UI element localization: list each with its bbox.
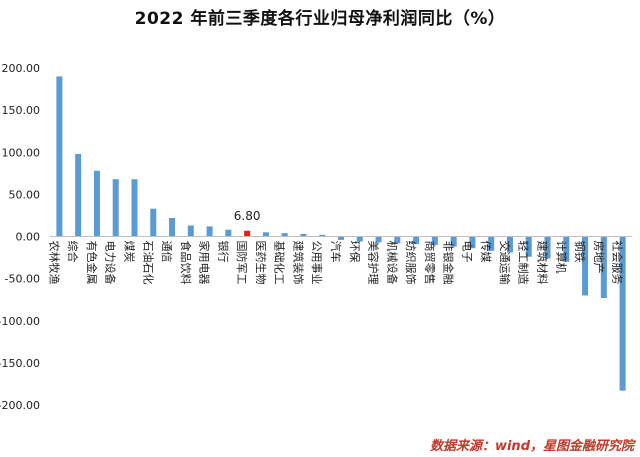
- bar: [112, 179, 119, 237]
- y-tick-label: 0.00: [16, 231, 41, 244]
- y-tick-label: 100.00: [2, 146, 41, 159]
- category-label: 汽车: [329, 241, 343, 263]
- category-label: 家用电器: [198, 241, 212, 285]
- category-label: 综合: [66, 241, 80, 263]
- category-label: 医药生物: [254, 241, 268, 285]
- y-tick-label: -50.00: [5, 273, 40, 286]
- bar: [300, 233, 307, 237]
- category-label: 房地产: [592, 241, 606, 274]
- bar: [469, 236, 476, 249]
- category-label: 公用事业: [310, 241, 323, 285]
- source-note: 数据来源：wind，星图金融研究院: [429, 439, 634, 454]
- bar: [93, 170, 100, 237]
- category-label: 社会服务: [611, 241, 625, 285]
- bars: [56, 76, 626, 391]
- bar: [56, 76, 63, 237]
- bar: [244, 230, 251, 237]
- bar: [187, 225, 194, 237]
- category-label: 环保: [348, 241, 362, 263]
- y-tick-label: 50.00: [9, 188, 41, 201]
- category-label: 石油石化: [141, 241, 155, 285]
- bar: [506, 236, 513, 253]
- category-labels: 农林牧渔 综合 有色金属 电力设备 煤炭 石油石化 通信 食品饮料 家用电器 银行 国防军工 医药生物…: [47, 241, 624, 285]
- category-label: 通信: [160, 241, 173, 263]
- bar: [488, 236, 495, 251]
- bar: [544, 236, 551, 259]
- category-label: 建筑材料: [536, 241, 550, 285]
- y-tick-label: -100.00: [0, 315, 40, 328]
- bar: [150, 208, 157, 237]
- category-label: 商贸零售: [423, 241, 437, 285]
- bar: [413, 236, 420, 245]
- y-axis-ticks: 200.00 150.00 100.00 50.00 0.00 -50.00 -100.00…: [0, 62, 40, 412]
- category-label: 纺织服饰: [404, 241, 418, 285]
- highlight-data-label: 6.80: [234, 209, 261, 223]
- category-label: 钢铁: [573, 241, 586, 263]
- category-label: 银行: [216, 241, 230, 263]
- bar: [600, 236, 607, 299]
- category-label: 轻工制造: [517, 241, 531, 285]
- bar: [281, 233, 288, 237]
- data-labels: 6.80: [234, 209, 261, 223]
- category-label: 国防军工: [235, 241, 249, 285]
- chart-title: 2022 年前三季度各行业归母净利润同比（%）: [134, 9, 506, 29]
- bar: [563, 236, 570, 262]
- bar: [356, 236, 363, 242]
- category-label: 基础化工: [273, 241, 287, 285]
- bar: [337, 236, 345, 240]
- category-label: 电力设备: [104, 241, 118, 285]
- category-label: 食品饮料: [179, 241, 193, 285]
- category-label: 传媒: [479, 241, 492, 263]
- bar: [206, 226, 213, 237]
- y-tick-label: -200.00: [0, 399, 40, 412]
- y-tick-label: 150.00: [2, 104, 41, 117]
- bar: [525, 236, 532, 257]
- category-label: 煤炭: [122, 241, 135, 263]
- category-label: 非银金融: [442, 241, 456, 285]
- category-label: 电子: [460, 241, 473, 263]
- bar: [582, 236, 589, 296]
- category-label: 有色金属: [85, 241, 99, 285]
- category-label: 交通运输: [498, 241, 512, 285]
- y-tick-label: -150.00: [0, 357, 40, 370]
- bar: [431, 236, 438, 245]
- bar: [131, 179, 138, 237]
- category-label: 计算机: [554, 241, 568, 274]
- bar: [225, 229, 232, 237]
- bar: [619, 236, 626, 391]
- bar: [394, 236, 401, 244]
- category-label: 机械设备: [385, 241, 399, 285]
- y-tick-label: 200.00: [2, 62, 41, 75]
- bar: [450, 236, 457, 247]
- bar: [375, 236, 382, 243]
- bar: [169, 217, 176, 237]
- category-label: 农林牧渔: [47, 241, 61, 285]
- category-label: 美容护理: [367, 241, 381, 285]
- category-label: 建筑装饰: [291, 241, 305, 285]
- bar: [319, 234, 326, 237]
- bar: [262, 232, 269, 237]
- bar: [75, 153, 82, 237]
